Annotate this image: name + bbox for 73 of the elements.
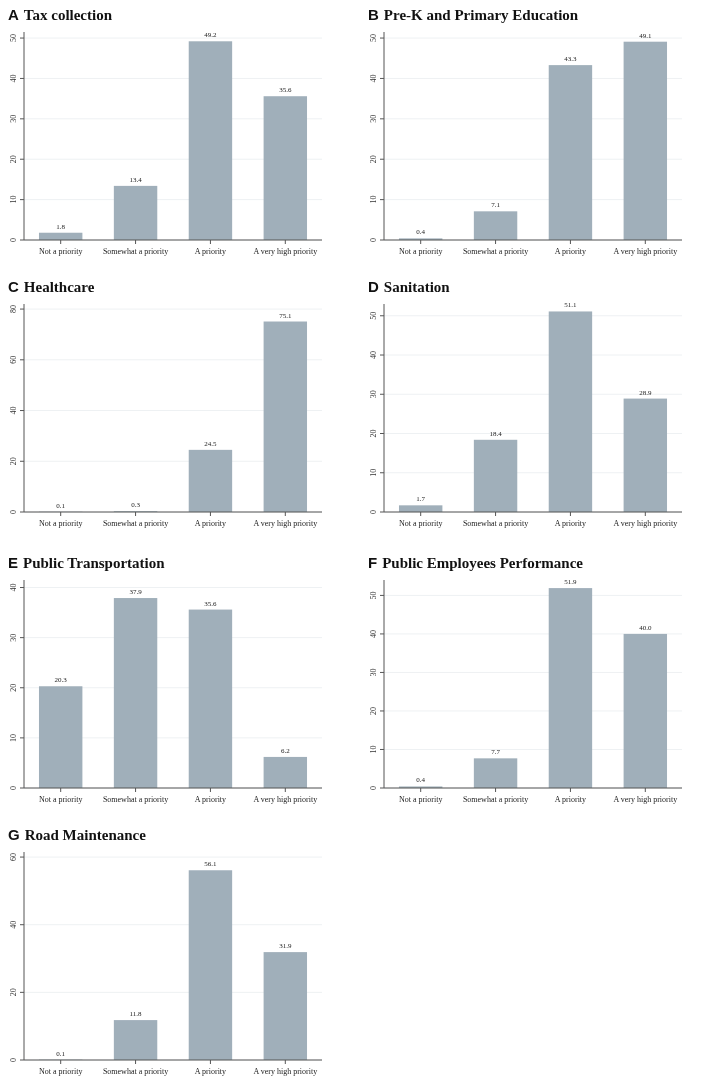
chart-title: G Road Maintenance [8,826,147,843]
y-tick-label: 20 [9,683,18,692]
y-tick-label: 30 [369,390,378,399]
x-tick-label: Somewhat a priority [462,247,529,256]
y-tick-label: 60 [9,853,18,862]
x-tick-label: Somewhat a priority [102,795,169,804]
y-tick-label: 80 [9,305,18,314]
x-tick-label: A priority [554,519,587,528]
y-tick-label: 20 [369,706,378,715]
x-tick-label: Not a priority [38,1067,83,1076]
chart-title: E Public Transportation [8,554,166,571]
y-tick-label: 0 [9,1058,18,1062]
y-tick-label: 40 [9,406,18,415]
y-tick-label: 20 [369,429,378,438]
x-tick-label: A very high priority [613,519,678,528]
y-tick-label: 0 [369,238,378,242]
x-tick-label: Not a priority [38,519,83,528]
y-tick-label: 60 [9,355,18,364]
y-tick-label: 40 [369,629,378,638]
y-tick-label: 0 [369,786,378,790]
y-tick-label: 10 [9,195,18,204]
y-tick-label: 50 [369,591,378,600]
y-tick-label: 20 [9,155,18,164]
x-tick-label: Somewhat a priority [102,1067,169,1076]
x-tick-label: A priority [194,519,227,528]
y-tick-label: 40 [9,74,18,83]
y-tick-label: 0 [369,510,378,514]
y-tick-label: 30 [369,114,378,123]
y-tick-label: 40 [9,583,18,592]
x-tick-label: Not a priority [398,519,443,528]
x-tick-label: A very high priority [613,795,678,804]
y-tick-label: 30 [9,114,18,123]
chart-title: D Sanitation [368,278,451,295]
y-tick-label: 50 [9,34,18,43]
x-tick-label: Somewhat a priority [102,247,169,256]
y-tick-label: 20 [369,155,378,164]
x-tick-label: A priority [554,247,587,256]
x-tick-label: A priority [554,795,587,804]
x-tick-label: A very high priority [253,247,318,256]
x-tick-label: A priority [194,795,227,804]
y-tick-label: 10 [369,195,378,204]
x-tick-label: A very high priority [253,519,318,528]
x-tick-label: A priority [194,1067,227,1076]
y-tick-label: 40 [369,351,378,360]
x-tick-label: Not a priority [398,795,443,804]
y-tick-label: 0 [9,510,18,514]
x-tick-label: Not a priority [38,795,83,804]
x-tick-label: A very high priority [253,1067,318,1076]
x-tick-label: Not a priority [38,247,83,256]
y-tick-label: 40 [9,920,18,929]
x-tick-label: Not a priority [398,247,443,256]
y-tick-label: 10 [9,733,18,742]
y-tick-label: 0 [9,786,18,790]
chart-title: C Healthcare [8,278,95,295]
y-tick-label: 50 [369,311,378,320]
chart-title: F Public Employees Performance [368,554,584,571]
x-tick-label: A very high priority [253,795,318,804]
y-tick-label: 40 [369,74,378,83]
x-tick-label: Somewhat a priority [102,519,169,528]
y-tick-label: 20 [9,988,18,997]
x-tick-label: A priority [194,247,227,256]
chart-title: A Tax collection [8,6,113,23]
x-tick-label: A very high priority [613,247,678,256]
x-tick-label: Somewhat a priority [462,519,529,528]
y-tick-label: 30 [9,633,18,642]
y-tick-label: 30 [369,668,378,677]
y-tick-label: 50 [369,34,378,43]
y-tick-label: 20 [9,457,18,466]
y-tick-label: 0 [9,238,18,242]
y-tick-label: 10 [369,468,378,477]
y-tick-label: 10 [369,745,378,754]
x-tick-label: Somewhat a priority [462,795,529,804]
chart-title: B Pre-K and Primary Education [368,6,579,23]
